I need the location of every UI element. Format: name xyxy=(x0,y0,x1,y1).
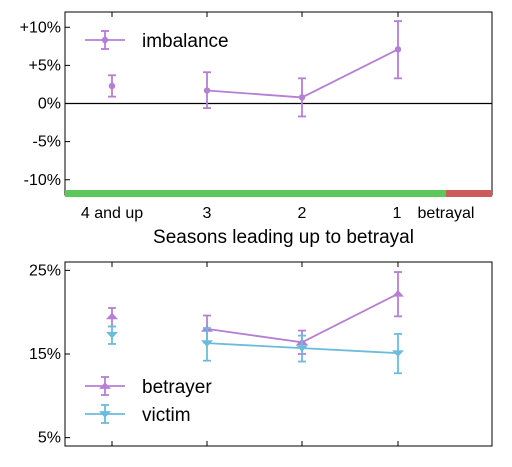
plot-frame xyxy=(65,262,492,446)
y-tick-label: 15% xyxy=(29,346,61,363)
x-tick-label: 3 xyxy=(203,205,212,222)
y-tick-label: +5% xyxy=(29,57,61,74)
x-tick-label: 1 xyxy=(393,205,402,222)
imbalance-panel: -10% -5% 0% +5% +10% 4 and up 3 2 1 betrayalSeaso… xyxy=(20,12,492,248)
betrayer-point xyxy=(392,290,404,297)
imbalance-point xyxy=(395,46,401,52)
betrayal-band xyxy=(446,190,492,197)
betrayer-point xyxy=(106,313,118,320)
pre-betrayal-band xyxy=(65,190,446,197)
y-tick-label: 0% xyxy=(38,96,61,113)
imbalance-legend-label: imbalance xyxy=(142,31,229,52)
imbalance-point xyxy=(299,94,305,100)
y-tick-label: -5% xyxy=(33,134,61,151)
imbalance-legend-marker xyxy=(102,37,108,43)
imbalance-point xyxy=(204,87,210,93)
x-tick-label: betrayal xyxy=(418,205,475,222)
victim-legend-label: victim xyxy=(142,405,191,426)
y-tick-label: 5% xyxy=(38,430,61,447)
y-tick-label: -10% xyxy=(24,172,61,189)
x-tick-label: 2 xyxy=(298,205,307,222)
victim-point xyxy=(106,332,118,339)
imbalance-point xyxy=(109,83,115,89)
y-tick-label: 25% xyxy=(29,262,61,279)
betrayer-legend-label: betrayer xyxy=(142,377,212,398)
x-axis-label: Seasons leading up to betrayal xyxy=(153,227,414,248)
betrayer-victim-panel: 5% 15% 25% betrayer victim xyxy=(29,262,492,447)
x-tick-label: 4 and up xyxy=(81,205,143,222)
y-tick-label: +10% xyxy=(20,19,61,36)
